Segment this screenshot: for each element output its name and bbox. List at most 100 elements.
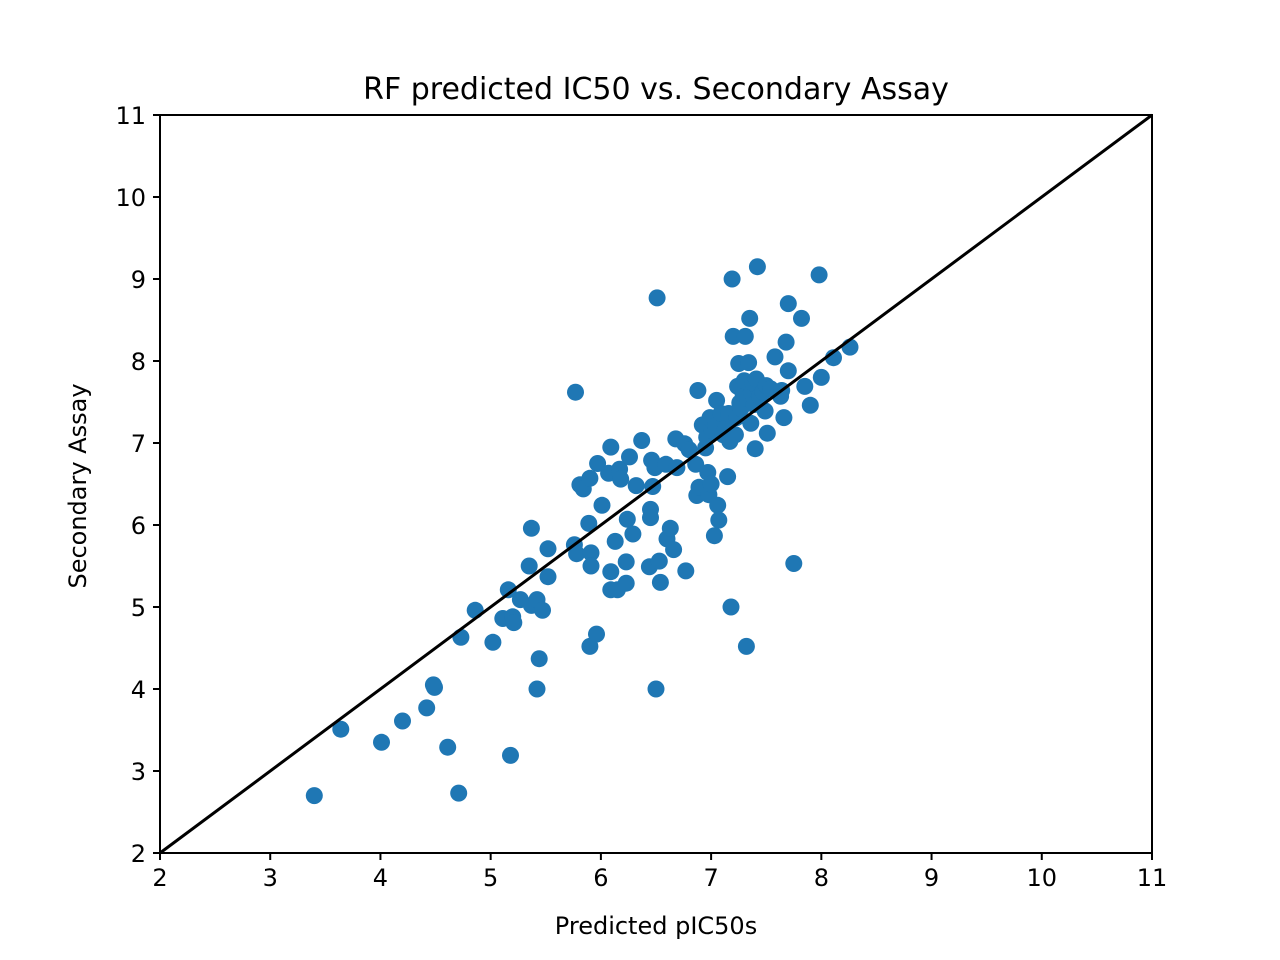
data-point bbox=[530, 650, 548, 668]
data-point bbox=[439, 738, 457, 756]
data-point bbox=[484, 633, 502, 651]
data-point bbox=[633, 432, 651, 449]
data-point bbox=[621, 448, 638, 466]
data-point bbox=[522, 519, 540, 537]
x-tick-label: 11 bbox=[1137, 864, 1168, 892]
data-point bbox=[332, 720, 350, 738]
y-tick-label: 8 bbox=[131, 348, 146, 376]
data-point bbox=[726, 426, 744, 444]
data-point bbox=[520, 557, 538, 575]
data-point bbox=[568, 545, 586, 563]
data-point bbox=[581, 469, 599, 487]
data-point bbox=[665, 541, 683, 559]
data-point bbox=[373, 733, 390, 751]
x-tick-label: 5 bbox=[483, 864, 498, 892]
data-point bbox=[642, 509, 659, 527]
data-point bbox=[724, 327, 742, 345]
data-point bbox=[502, 746, 519, 764]
data-point bbox=[708, 391, 726, 409]
data-point bbox=[418, 699, 436, 717]
data-point bbox=[810, 266, 828, 284]
data-point bbox=[589, 455, 607, 472]
chart-title: RF predicted IC50 vs. Secondary Assay bbox=[363, 72, 949, 107]
data-point bbox=[766, 348, 784, 366]
data-point bbox=[687, 455, 705, 473]
data-point bbox=[801, 396, 819, 414]
data-point bbox=[736, 327, 754, 345]
data-point bbox=[709, 496, 727, 514]
data-point bbox=[618, 510, 636, 528]
data-point bbox=[741, 309, 759, 327]
data-point bbox=[793, 309, 810, 327]
x-tick-label: 4 bbox=[373, 864, 388, 892]
data-point bbox=[582, 544, 600, 562]
data-point bbox=[758, 424, 776, 442]
data-point bbox=[534, 601, 551, 619]
data-point bbox=[394, 712, 411, 730]
y-tick-label: 10 bbox=[115, 184, 146, 212]
data-point bbox=[702, 475, 720, 493]
data-point bbox=[617, 553, 635, 571]
data-point bbox=[779, 362, 797, 380]
y-tick-label: 4 bbox=[131, 676, 146, 704]
data-point bbox=[452, 628, 470, 646]
y-tick-label: 6 bbox=[131, 512, 146, 540]
y-axis-label: Secondary Assay bbox=[64, 383, 92, 588]
data-point bbox=[466, 601, 484, 619]
data-points bbox=[305, 258, 859, 805]
x-axis-label: Predicted pIC50s bbox=[555, 912, 757, 940]
x-tick-label: 10 bbox=[1027, 864, 1058, 892]
data-point bbox=[723, 270, 741, 288]
data-point bbox=[305, 787, 323, 805]
data-point bbox=[748, 258, 766, 276]
data-point bbox=[648, 289, 666, 307]
data-point bbox=[539, 568, 557, 586]
data-point bbox=[647, 680, 665, 698]
data-point bbox=[627, 477, 645, 495]
data-point bbox=[426, 678, 443, 696]
data-point bbox=[710, 511, 728, 529]
reference-line bbox=[159, 113, 1153, 855]
data-point bbox=[722, 598, 740, 616]
data-point bbox=[602, 563, 620, 581]
data-point bbox=[742, 414, 760, 432]
data-point bbox=[602, 438, 620, 456]
data-point bbox=[617, 574, 635, 592]
data-point bbox=[785, 555, 803, 572]
data-point bbox=[812, 368, 830, 386]
y-axis-ticks: 2 3 4 5 6 7 8 9 10 11 bbox=[115, 102, 160, 868]
data-point bbox=[450, 784, 468, 802]
x-tick-label: 8 bbox=[814, 864, 829, 892]
x-tick-label: 3 bbox=[263, 864, 278, 892]
y-tick-label: 7 bbox=[131, 430, 146, 458]
x-tick-label: 6 bbox=[593, 864, 608, 892]
data-point bbox=[539, 540, 557, 558]
x-tick-label: 2 bbox=[152, 864, 167, 892]
data-point bbox=[593, 496, 611, 514]
data-point bbox=[528, 680, 546, 698]
data-point bbox=[580, 514, 598, 532]
y-tick-label: 2 bbox=[131, 840, 146, 868]
y-tick-label: 9 bbox=[131, 266, 146, 294]
data-point bbox=[779, 295, 797, 313]
data-point bbox=[567, 383, 584, 401]
data-point bbox=[796, 377, 814, 395]
y-tick-label: 5 bbox=[131, 594, 146, 622]
data-point bbox=[740, 354, 758, 372]
data-point bbox=[719, 468, 737, 486]
data-point bbox=[737, 637, 755, 655]
x-tick-label: 9 bbox=[924, 864, 939, 892]
x-axis-ticks: 2 3 4 5 6 7 8 9 10 11 bbox=[152, 853, 1167, 892]
data-point bbox=[775, 409, 793, 427]
data-point bbox=[661, 519, 679, 537]
data-point bbox=[505, 614, 523, 632]
data-point bbox=[624, 525, 642, 543]
plot-frame bbox=[159, 114, 1153, 854]
data-point bbox=[651, 573, 669, 591]
data-point bbox=[680, 441, 698, 459]
data-point bbox=[705, 527, 723, 545]
data-point bbox=[650, 552, 668, 570]
data-point bbox=[588, 625, 605, 643]
